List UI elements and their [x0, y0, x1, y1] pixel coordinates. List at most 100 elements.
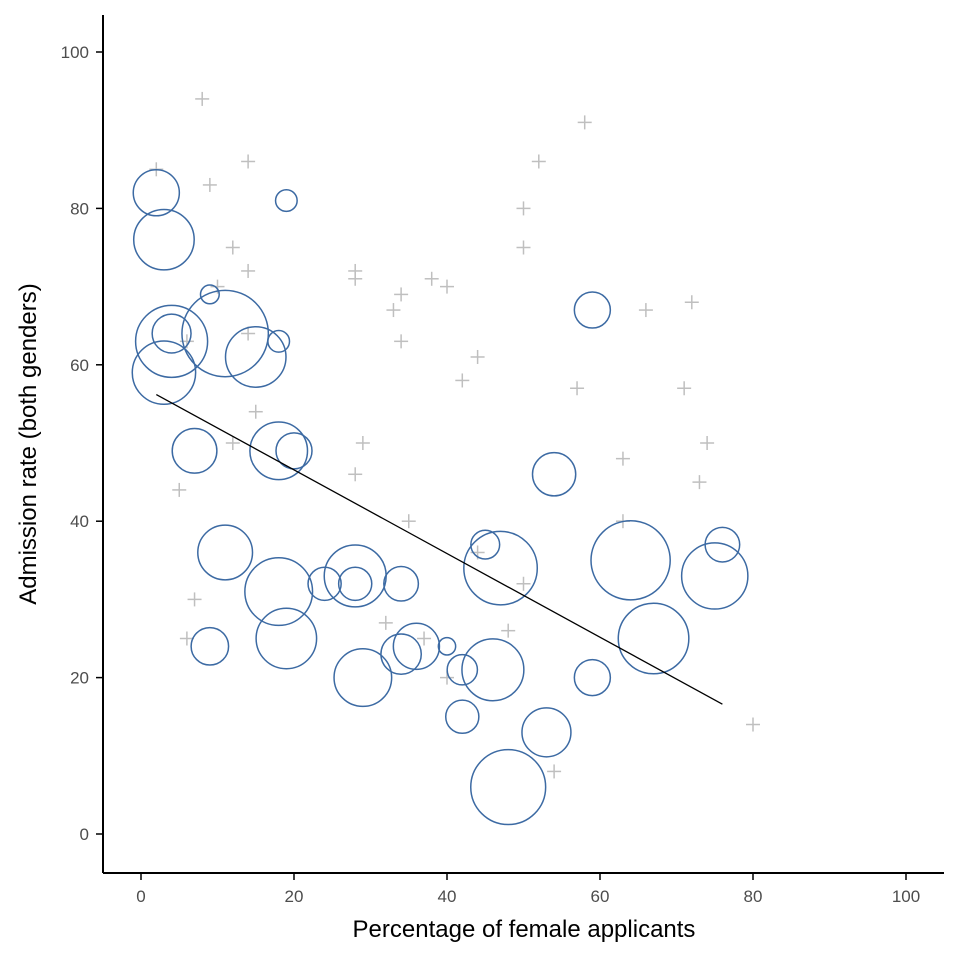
cross-point — [692, 475, 707, 490]
circle-point — [337, 566, 373, 602]
x-tick-label: 40 — [438, 887, 457, 906]
x-tick-label: 80 — [744, 887, 763, 906]
cross-point — [355, 436, 370, 450]
circle-points — [131, 168, 749, 826]
circle-point — [680, 542, 749, 610]
y-tick-label: 100 — [61, 43, 89, 62]
y-axis-title: Admission rate (both genders) — [15, 283, 42, 605]
circle-point — [383, 565, 420, 602]
cross-point — [386, 303, 401, 318]
circle-point — [244, 556, 314, 627]
circle-point — [132, 208, 195, 271]
cross-point — [440, 279, 454, 294]
circle-point — [446, 653, 479, 686]
cross-point — [172, 482, 187, 497]
x-ticks: 0 20 40 60 80 100 — [136, 873, 920, 906]
trend-line — [155, 393, 723, 705]
circle-point — [392, 622, 441, 671]
x-tick-label: 100 — [892, 887, 920, 906]
cross-point — [684, 295, 699, 310]
cross-point — [187, 592, 202, 607]
x-tick-label: 0 — [136, 887, 145, 906]
cross-point — [677, 381, 692, 396]
cross-points — [149, 91, 760, 779]
cross-point — [241, 326, 256, 341]
circle-point — [380, 633, 423, 676]
circle-point — [199, 284, 220, 305]
circle-point — [197, 524, 254, 581]
cross-point — [417, 631, 432, 646]
cross-point — [225, 436, 240, 450]
circle-point — [531, 451, 577, 497]
circle-point — [181, 289, 270, 378]
cross-point — [547, 764, 562, 779]
circle-point — [521, 707, 572, 758]
circle-point — [704, 526, 741, 563]
cross-point — [394, 287, 409, 302]
cross-point — [746, 717, 760, 732]
circle-point — [274, 189, 298, 213]
x-axis-title: Percentage of female applicants — [353, 916, 696, 943]
cross-point — [225, 240, 240, 255]
circle-point — [307, 566, 342, 602]
x-tick-label: 20 — [285, 887, 304, 906]
cross-point — [202, 177, 217, 192]
cross-point — [378, 615, 393, 630]
cross-point — [394, 334, 409, 349]
cross-point — [577, 115, 592, 130]
cross-point — [348, 467, 363, 482]
axes — [102, 15, 944, 874]
cross-point — [241, 154, 256, 169]
circle-point — [573, 658, 612, 697]
cross-point — [248, 404, 263, 419]
cross-point — [179, 631, 194, 646]
circle-point — [333, 648, 393, 708]
cross-point — [348, 271, 363, 286]
cross-point — [455, 373, 470, 388]
circle-point — [617, 602, 690, 675]
y-ticks: 0 20 40 60 80 100 — [61, 43, 103, 844]
trend-line-layer — [155, 393, 723, 705]
y-tick-label: 0 — [80, 825, 89, 844]
y-tick-label: 20 — [70, 669, 89, 688]
cross-point — [570, 381, 585, 396]
circle-point — [249, 421, 309, 481]
y-tick-label: 40 — [70, 512, 89, 531]
circle-point — [171, 427, 218, 474]
cross-point — [241, 263, 256, 278]
circle-point — [190, 626, 230, 666]
cross-point — [470, 349, 485, 364]
circle-point — [463, 530, 539, 606]
circle-point — [470, 748, 547, 826]
circle-point — [131, 340, 197, 406]
circle-point — [470, 529, 501, 560]
y-tick-label: 60 — [70, 356, 89, 375]
circle-point — [132, 168, 181, 217]
cross-point — [516, 576, 531, 591]
cross-point — [638, 303, 653, 318]
cross-point — [401, 514, 416, 529]
cross-point — [615, 451, 630, 466]
cross-point — [424, 271, 439, 286]
circle-point — [444, 699, 480, 735]
circle-point — [590, 519, 671, 601]
circle-point — [437, 636, 457, 656]
circle-point — [461, 638, 525, 702]
circle-point — [275, 432, 313, 470]
cross-point — [516, 201, 531, 216]
circle-point — [151, 313, 192, 354]
y-tick-label: 80 — [70, 199, 89, 218]
circle-point — [134, 304, 209, 379]
cross-point — [700, 436, 715, 450]
x-tick-label: 60 — [591, 887, 610, 906]
cross-point — [516, 240, 531, 255]
cross-point — [501, 623, 516, 638]
circle-point — [224, 325, 287, 388]
cross-point — [531, 154, 546, 169]
circle-point — [573, 291, 612, 329]
cross-point — [195, 91, 210, 106]
circle-point — [255, 607, 318, 670]
circle-point — [267, 329, 291, 353]
